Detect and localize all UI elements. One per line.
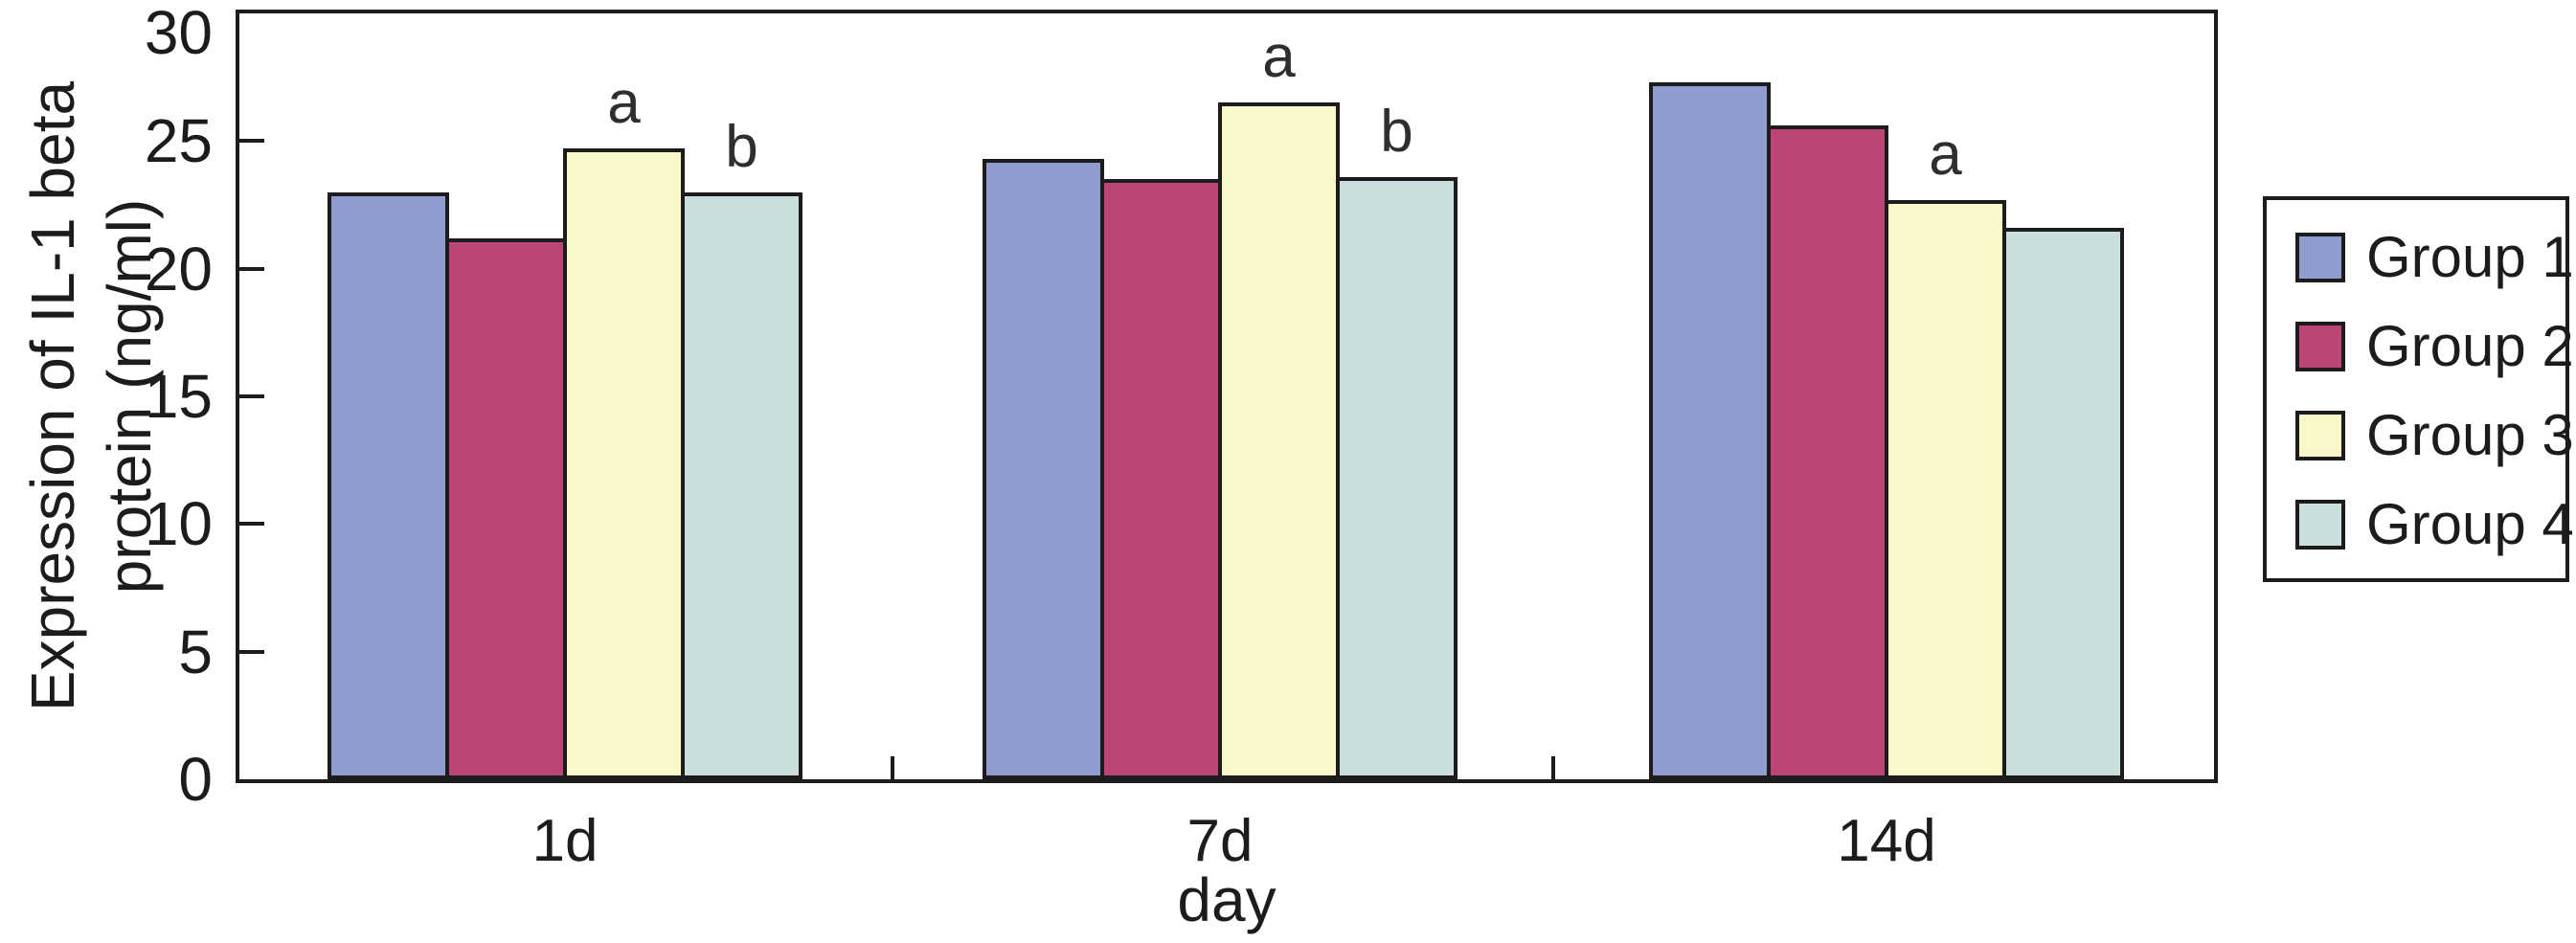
y-tick-mark-10: [239, 522, 264, 527]
annotation-a-group-3-14d: a: [1929, 122, 1962, 188]
x-axis-title: day: [1177, 865, 1277, 934]
legend-swatch-group-3: [2295, 410, 2345, 460]
bar-group-1-7d: [983, 159, 1104, 779]
legend-item-group-2: Group 2: [2267, 318, 2574, 375]
legend: Group 1 Group 2 Group 3 Group 4: [2263, 196, 2574, 582]
legend-item-group-3: Group 3: [2267, 406, 2574, 464]
legend-label-group-4: Group 4: [2366, 491, 2574, 556]
bar-group-4-1d: [681, 192, 802, 779]
bar-group-3-7d: [1218, 102, 1340, 779]
bar-group-3-14d: [1885, 200, 2006, 779]
x-tick-mark-2: [1551, 756, 1555, 779]
y-tick-label-0: 0: [178, 745, 213, 814]
legend-swatch-group-4: [2295, 499, 2345, 550]
bar-group-4-7d: [1336, 177, 1457, 779]
y-tick-label-15: 15: [144, 362, 213, 431]
y-tick-mark-20: [239, 266, 264, 271]
x-tick-mark-1: [891, 756, 894, 779]
legend-label-group-3: Group 3: [2366, 402, 2574, 467]
bar-group-2-1d: [445, 238, 567, 779]
y-tick-label-5: 5: [178, 617, 213, 686]
y-tick-label-30: 30: [144, 0, 213, 67]
plot-area: a b a b a: [236, 10, 2218, 783]
x-category-label-1d: 1d: [531, 808, 599, 874]
legend-label-group-2: Group 2: [2366, 314, 2574, 379]
x-category-label-14d: 14d: [1837, 808, 1936, 874]
y-tick-label-25: 25: [144, 106, 213, 176]
legend-swatch-group-2: [2295, 322, 2345, 372]
bar-group-2-7d: [1100, 179, 1222, 779]
bar-group-1-1d: [328, 192, 449, 779]
annotation-a-group-3-7d: a: [1262, 24, 1296, 90]
bar-group-4-14d: [2002, 228, 2124, 779]
x-category-label-7d: 7d: [1186, 808, 1254, 874]
legend-item-group-4: Group 4: [2267, 495, 2574, 553]
y-tick-label-20: 20: [144, 234, 213, 303]
annotation-a-group-3-1d: a: [607, 70, 641, 136]
bar-group-2-14d: [1767, 125, 1888, 779]
legend-item-group-1: Group 1: [2267, 229, 2574, 286]
legend-swatch-group-1: [2295, 233, 2345, 283]
annotation-b-group-4-1d: b: [725, 114, 758, 180]
annotation-b-group-4-7d: b: [1380, 99, 1413, 165]
y-tick-mark-5: [239, 649, 264, 654]
bar-group-3-1d: [563, 148, 685, 779]
legend-label-group-1: Group 1: [2366, 225, 2574, 290]
y-tick-mark-15: [239, 394, 264, 398]
y-tick-mark-25: [239, 139, 264, 144]
y-tick-label-10: 10: [144, 489, 213, 559]
bar-group-1-14d: [1649, 82, 1771, 779]
